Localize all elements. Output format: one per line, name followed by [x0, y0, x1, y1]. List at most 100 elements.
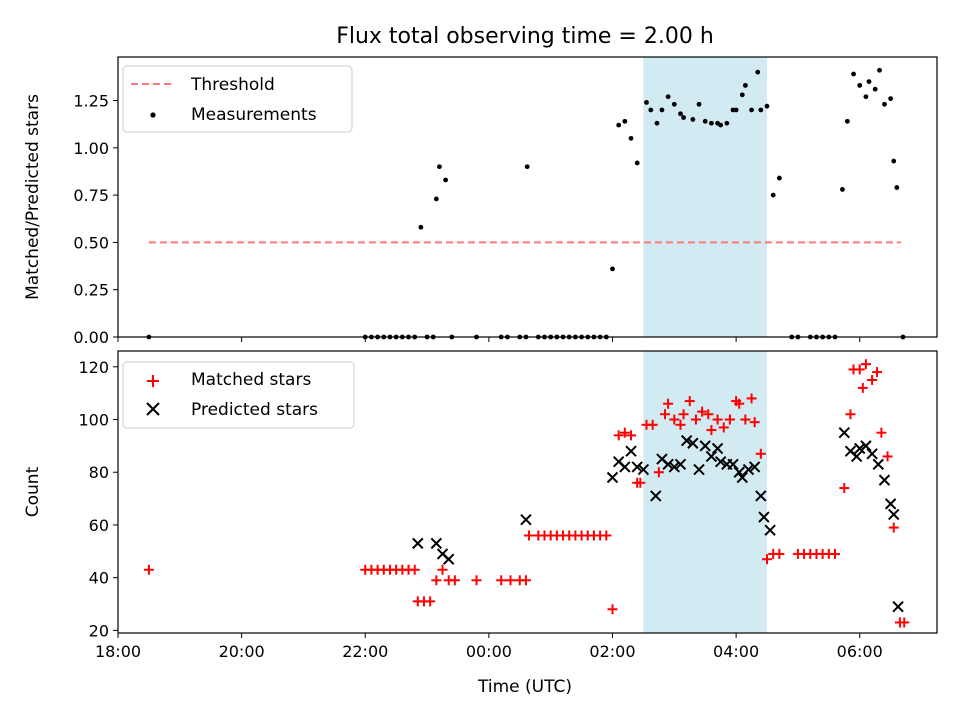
y-axis-label: Matched/Predicted stars — [23, 94, 43, 300]
predicted-star-point — [693, 463, 705, 476]
measurement-point — [891, 158, 897, 164]
y-tick-label: 60 — [89, 516, 109, 535]
matched-star-point — [872, 367, 883, 378]
predicted-star-point — [733, 466, 745, 478]
measurement-point — [863, 94, 869, 100]
measurement-point — [418, 224, 424, 230]
matched-star-point — [839, 483, 850, 494]
predicted-star-point — [631, 461, 643, 473]
predicted-star-point — [668, 461, 681, 473]
x-tick-label: 02:00 — [589, 642, 635, 661]
matched-star-point — [653, 467, 664, 478]
legend-predicted-swatch — [146, 402, 160, 416]
predicted-star-point — [662, 458, 674, 471]
measurement-point — [733, 107, 739, 113]
measurement-point — [764, 103, 770, 109]
matched-star-point — [601, 530, 612, 541]
measurement-point — [702, 118, 708, 124]
predicted-star-point — [637, 463, 650, 476]
predicted-star-point — [430, 537, 443, 550]
measurement-point — [659, 107, 665, 113]
matched-star-point — [899, 617, 910, 628]
measurement-point — [758, 107, 764, 113]
predicted-star-point — [878, 474, 891, 486]
predicted-star-point — [872, 458, 884, 471]
predicted-star-point — [650, 490, 662, 502]
x-tick-label: 06:00 — [837, 642, 883, 661]
measurement-point — [433, 196, 439, 202]
x-tick-label: 20:00 — [219, 642, 265, 661]
matched-star-point — [749, 417, 760, 428]
measurement-point — [894, 185, 900, 190]
predicted-star-point — [705, 450, 718, 463]
matched-star-point — [854, 364, 865, 375]
matched-star-point — [425, 596, 436, 607]
measurement-point — [776, 175, 782, 181]
y-tick-label: 0.00 — [73, 328, 109, 347]
predicted-star-point — [727, 458, 739, 471]
matched-star-point — [496, 575, 507, 586]
y-axis-ticks: 0.00 0.25 0.50 0.75 1.00 1.25 — [73, 92, 118, 347]
ratio-panel: Flux total observing time = 2.00 h 0.000… — [23, 24, 938, 347]
matched-star-point — [718, 422, 729, 433]
y-tick-label: 1.25 — [73, 92, 109, 111]
y-axis-ticks: 20 40 60 80 100 120 — [78, 358, 118, 640]
predicted-star-point — [687, 437, 699, 449]
predicted-star-point — [736, 471, 749, 484]
chart-title: Flux total observing time = 2.00 h — [336, 24, 714, 49]
y-tick-label: 0.50 — [73, 233, 109, 252]
predicted-star-point — [860, 440, 872, 452]
y-tick-label: 20 — [89, 621, 109, 640]
predicted-star-point — [742, 463, 755, 476]
matched-star-point — [675, 419, 686, 430]
matched-star-point — [431, 575, 442, 586]
legend-matched-swatch — [147, 375, 159, 387]
matched-star-point — [449, 575, 460, 586]
x-tick-label: 00:00 — [466, 642, 512, 661]
matched-star-point — [857, 382, 868, 393]
predicted-star-point — [850, 450, 863, 463]
matched-star-point — [471, 575, 482, 586]
x-tick-label: 04:00 — [713, 642, 759, 661]
measurement-point — [749, 107, 754, 113]
observing-window-span — [643, 351, 768, 633]
matched-star-point — [746, 393, 757, 404]
measurement-point — [654, 120, 660, 126]
measurement-point — [665, 94, 671, 100]
legend: Matched stars Predicted stars — [122, 361, 355, 429]
matched-star-point — [669, 414, 680, 425]
y-axis-label: Count — [23, 466, 43, 517]
matched-star-point — [860, 359, 871, 370]
predicted-star-point — [520, 513, 532, 526]
measurement-point — [742, 82, 748, 88]
matched-star-point — [635, 477, 646, 488]
measurement-point — [678, 111, 683, 117]
predicted-star-point — [764, 524, 776, 536]
y-tick-label: 40 — [89, 569, 109, 588]
measurement-point — [770, 192, 776, 198]
predicted-star-point — [866, 448, 878, 460]
measurement-points — [146, 67, 906, 340]
measurement-point — [644, 100, 649, 105]
matched-star-point — [684, 396, 695, 407]
matched-star-point — [876, 427, 887, 438]
y-tick-label: 120 — [78, 358, 109, 377]
matched-star-point — [437, 564, 448, 575]
legend-threshold-label: Threshold — [190, 75, 275, 95]
x-tick-label: 22:00 — [342, 642, 388, 661]
measurement-point — [610, 266, 615, 272]
matched-star-point — [613, 430, 624, 441]
matched-star-point — [143, 564, 154, 575]
predicted-star-point — [758, 511, 770, 523]
predicted-star-point — [854, 442, 866, 455]
measurement-point — [882, 101, 887, 107]
matched-star-point — [762, 554, 773, 565]
matched-star-point — [626, 430, 637, 441]
predicted-star-point — [755, 490, 767, 502]
predicted-star-point — [884, 498, 897, 510]
x-tick-label: 18:00 — [95, 642, 141, 661]
predicted-star-point — [888, 508, 900, 521]
measurement-point — [696, 101, 702, 107]
matched-star-point — [409, 564, 420, 575]
